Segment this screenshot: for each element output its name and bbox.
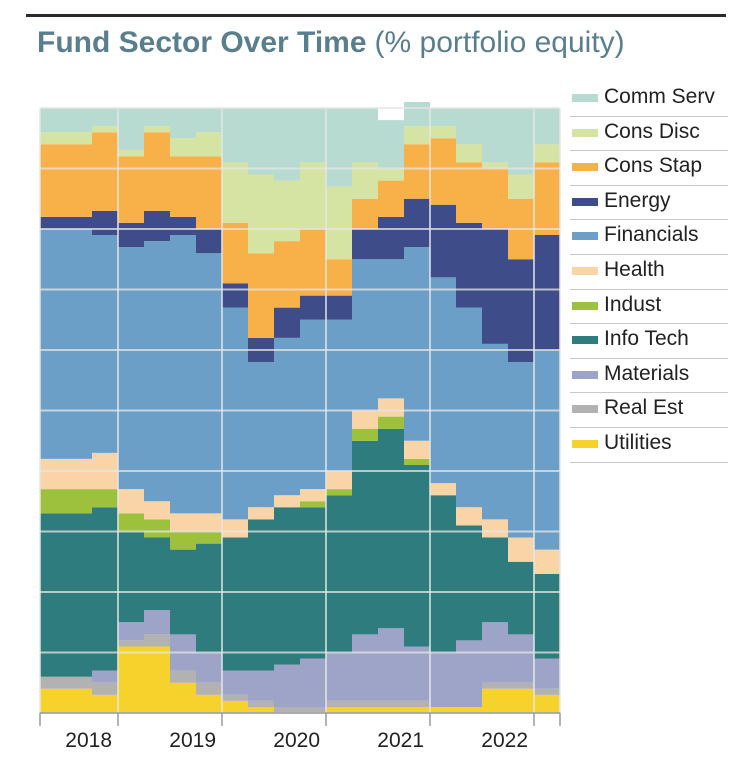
title-subtitle: (% portfolio equity)	[374, 26, 625, 59]
title-main: Fund Sector Over Time	[37, 26, 367, 59]
legend-swatch	[572, 336, 598, 345]
legend-label: Cons Disc	[604, 119, 700, 143]
legend-swatch	[572, 301, 598, 310]
x-tick-label: 2018	[65, 729, 112, 752]
legend-label: Financials	[604, 223, 699, 247]
legend-label: Materials	[604, 361, 690, 385]
legend-item-info-tech: Info Tech	[570, 324, 728, 359]
legend-item-health: Health	[570, 255, 728, 290]
legend-swatch	[572, 370, 598, 379]
legend-item-energy: Energy	[570, 186, 728, 221]
legend-label: Indust	[604, 292, 662, 316]
chart-title: Fund Sector Over Time (% portfolio equity…	[37, 26, 625, 60]
legend-item-comm-serv: Comm Serv	[570, 82, 728, 117]
legend-item-materials: Materials	[570, 359, 728, 394]
legend-label: Cons Stap	[604, 154, 703, 178]
legend-item-financials: Financials	[570, 220, 728, 255]
legend-item-indust: Indust	[570, 290, 728, 325]
x-tick-label: 2022	[481, 729, 528, 752]
legend-label: Comm Serv	[604, 85, 715, 108]
legend-label: Energy	[604, 188, 671, 212]
series-area-cons-disc	[40, 126, 560, 260]
legend-swatch	[572, 163, 598, 172]
legend-swatch	[572, 94, 598, 102]
x-tick-label: 2019	[169, 729, 216, 752]
legend-swatch	[572, 266, 598, 275]
x-tick-label: 2021	[377, 729, 424, 752]
legend-item-real-est: Real Est	[570, 393, 728, 428]
legend-item-cons-stap: Cons Stap	[570, 151, 728, 186]
legend: Comm Serv Cons Disc Cons Stap Energy Financi…	[570, 82, 728, 463]
legend-swatch	[572, 439, 598, 448]
x-tick-label: 2020	[273, 729, 320, 752]
legend-swatch	[572, 128, 598, 137]
top-rule	[26, 14, 726, 17]
legend-label: Utilities	[604, 430, 672, 454]
legend-item-cons-disc: Cons Disc	[570, 117, 728, 152]
legend-swatch	[572, 232, 598, 241]
legend-swatch	[572, 405, 598, 414]
legend-swatch	[572, 197, 598, 206]
legend-item-utilities: Utilities	[570, 428, 728, 463]
legend-label: Health	[604, 257, 665, 281]
legend-label: Real Est	[604, 396, 684, 420]
legend-label: Info Tech	[604, 327, 689, 351]
